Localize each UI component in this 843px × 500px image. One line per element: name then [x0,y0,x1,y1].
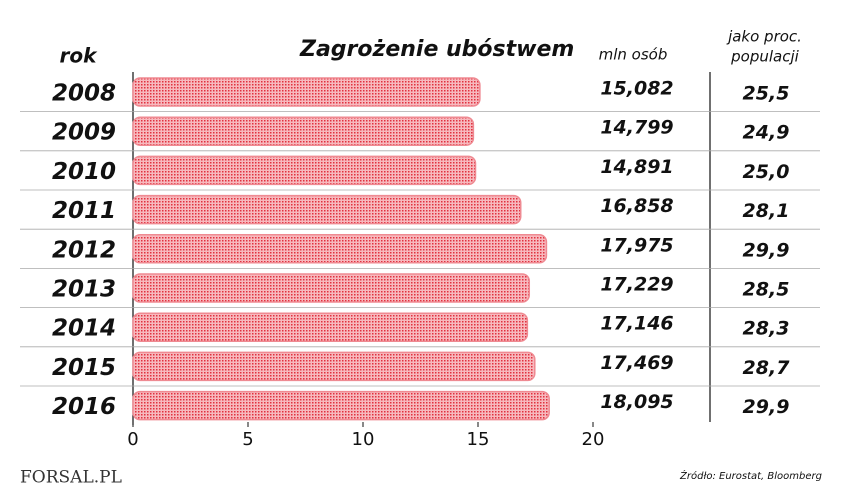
chart-title: Zagrożenie ubóstwem [299,37,574,62]
bar [132,77,481,107]
share-label: 29,9 [743,239,790,261]
category-label: 2016 [52,394,116,420]
category-label: 2014 [52,316,116,342]
bar [132,116,475,146]
category-label: 2010 [52,159,116,185]
share-label: 25,5 [743,83,790,105]
value-label: 16,858 [600,195,673,217]
category-label: 2011 [52,198,116,224]
share-label: 28,5 [743,279,790,301]
share-label: 29,9 [743,396,790,418]
value-label: 15,082 [600,78,673,100]
category-label: 2012 [52,237,116,263]
bar [132,273,531,303]
value-label: 17,229 [600,274,673,296]
category-label: 2009 [52,120,116,146]
share-label: 28,7 [743,357,791,379]
value-column-header: mln osób [599,46,668,64]
share-label: 28,1 [743,200,790,222]
bar [132,312,529,342]
source: Źródło: Eurostat, Bloomberg [679,469,822,482]
value-label: 17,146 [600,313,673,335]
share-label: 28,3 [743,318,790,340]
bar [132,351,536,382]
value-label: 18,095 [600,391,673,413]
share-column-header: populacji [730,48,800,66]
logo: FORSAL.PL [20,468,122,488]
share-label: 24,9 [743,122,790,144]
value-label: 17,975 [600,234,673,256]
value-label: 14,891 [600,156,673,178]
x-tick-label: 0 [127,429,138,450]
category-label: 2013 [52,277,116,303]
bar [132,234,548,264]
category-label: 2015 [52,355,116,381]
share-label: 25,0 [743,161,790,183]
x-tick-label: 20 [582,429,605,450]
category-label: 2008 [52,81,116,107]
share-column-header: jako proc. [726,28,802,46]
bar [132,390,550,421]
category-header: rok [60,44,99,68]
bar [132,155,477,186]
bar [132,194,522,225]
x-tick-label: 10 [352,429,375,450]
x-tick-label: 5 [242,429,253,450]
value-label: 17,469 [600,352,673,374]
value-label: 14,799 [600,117,673,139]
x-tick-label: 15 [467,429,490,450]
